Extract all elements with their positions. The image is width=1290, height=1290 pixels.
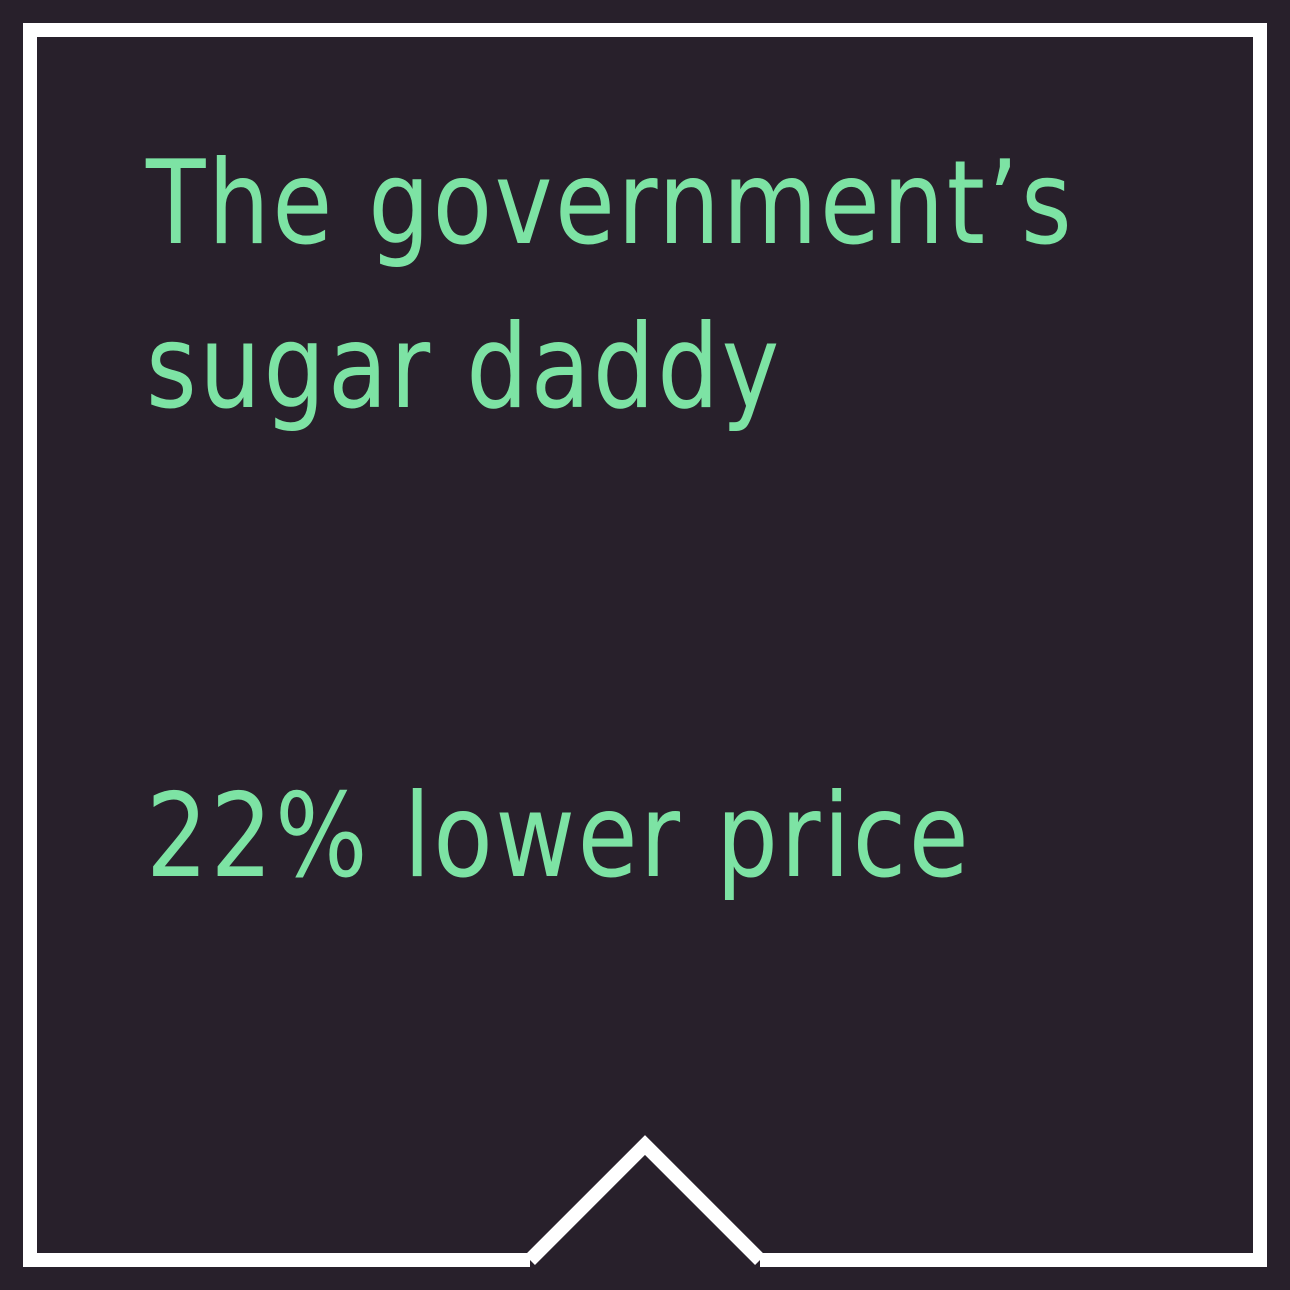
up-chevron-notch-icon bbox=[525, 1135, 765, 1265]
headline-line-2: sugar daddy bbox=[146, 300, 782, 435]
frame-border bbox=[23, 23, 1267, 1267]
headline: The government’s sugar daddy bbox=[146, 122, 1075, 450]
price-stat: 22% lower price bbox=[146, 769, 972, 904]
headline-line-1: The government’s bbox=[146, 136, 1075, 271]
